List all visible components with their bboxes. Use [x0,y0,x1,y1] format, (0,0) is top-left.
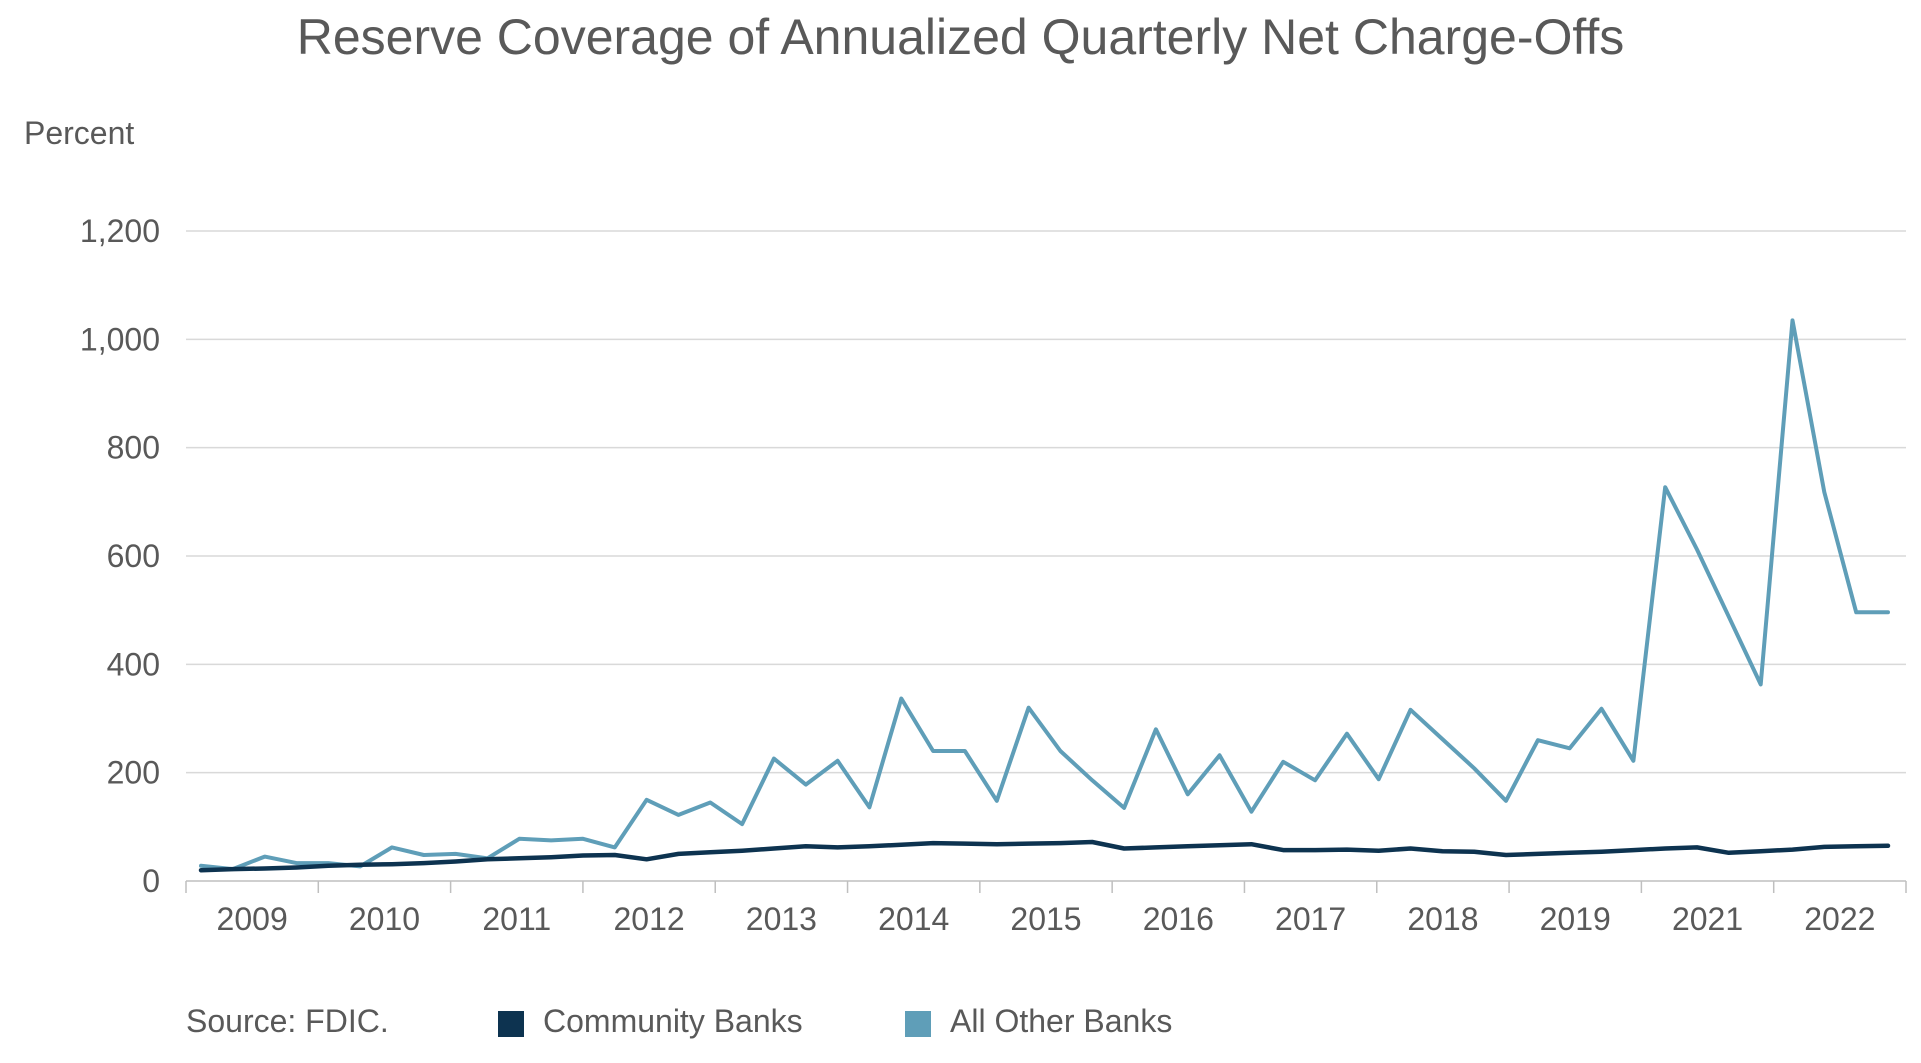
x-axis [185,880,1907,893]
y-tick-label: 600 [107,538,160,574]
chart-title: Reserve Coverage of Annualized Quarterly… [296,9,1625,65]
source-note: Source: FDIC. [186,1003,389,1039]
x-tick-label: 2013 [746,901,817,937]
legend-label-all-other-banks: All Other Banks [950,1003,1173,1039]
x-tick-label: 2019 [1540,901,1611,937]
x-tick-labels: 2009 2010 2011 2012 2013 2014 2015 2016 2017 2018… [217,901,1876,937]
y-tick-label: 200 [107,755,160,791]
gridlines [186,230,1906,774]
x-tick-label: 2010 [349,901,420,937]
x-tick-label: 2009 [217,901,288,937]
legend-label-community-banks: Community Banks [543,1003,803,1039]
x-tick-label: 2021 [1672,901,1743,937]
x-tick-label: 2014 [878,901,949,937]
y-tick-label: 1,200 [80,213,160,249]
x-tick-label: 2015 [1010,901,1081,937]
legend-swatch-all-other-banks [905,1011,931,1037]
y-tick-label: 400 [107,646,160,682]
x-tick-label: 2017 [1275,901,1346,937]
series-lines [198,318,1891,873]
x-tick-label: 2012 [613,901,684,937]
x-tick-label: 2018 [1407,901,1478,937]
series-line-all-other-banks [199,318,1890,872]
x-tick-label: 2011 [482,901,551,937]
legend-swatch-community-banks [498,1011,524,1037]
series-line-community-banks [198,839,1891,873]
y-tick-label: 800 [107,430,160,466]
y-tick-labels: 0 200 400 600 800 1,000 1,200 [80,213,160,899]
x-tick-label: 2016 [1143,901,1214,937]
y-axis-label: Percent [24,115,134,151]
y-tick-label: 0 [142,863,160,899]
x-tick-label: 2022 [1804,901,1875,937]
y-tick-label: 1,000 [80,321,160,357]
